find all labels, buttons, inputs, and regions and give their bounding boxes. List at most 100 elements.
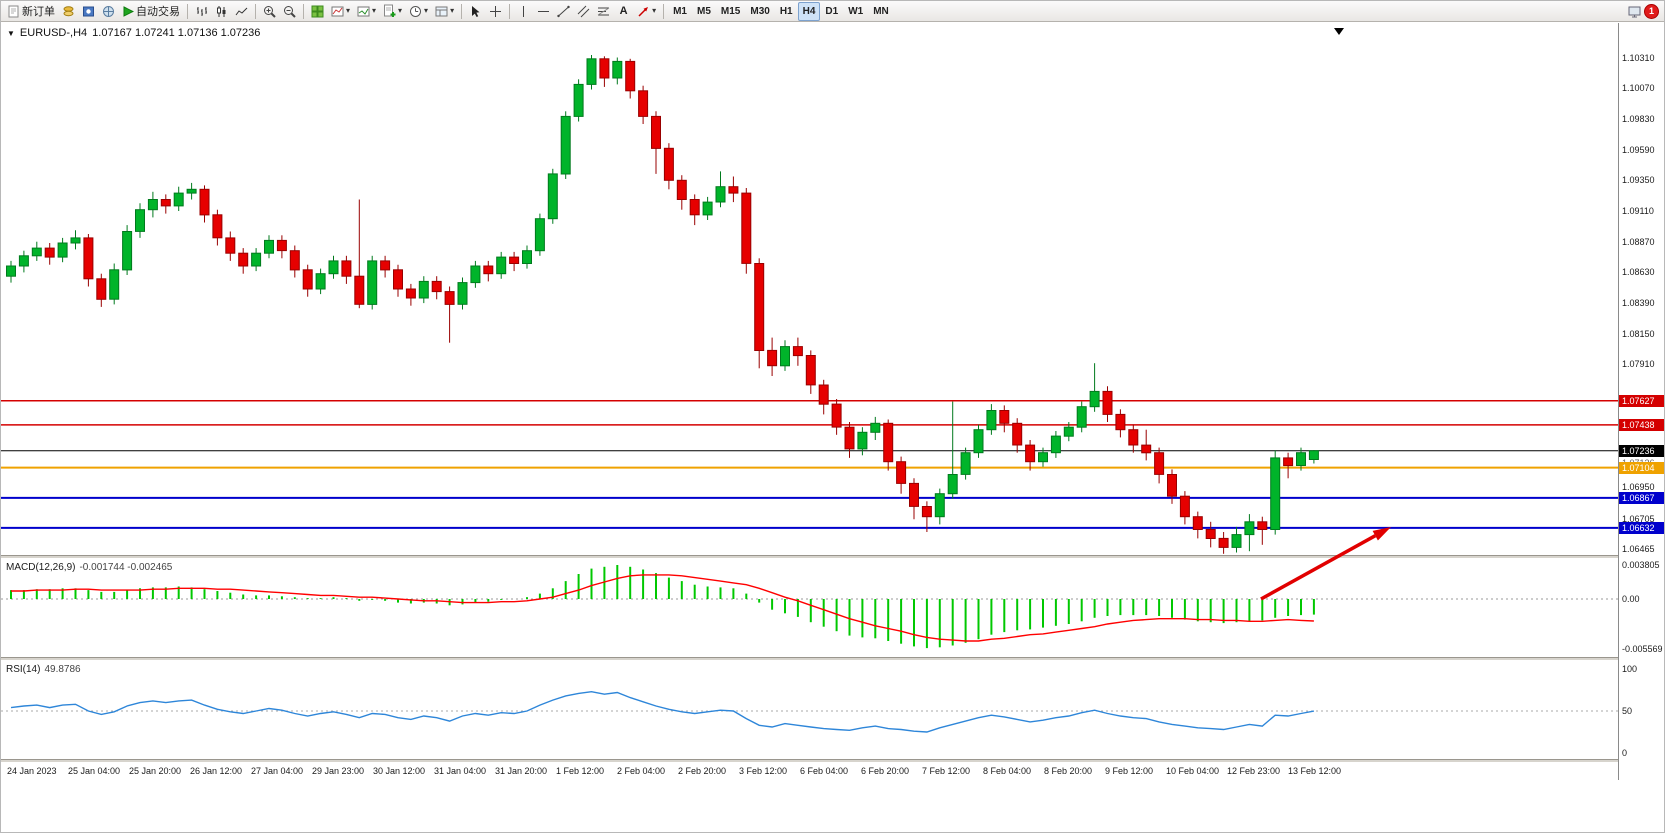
chart-area: ▼ EURUSD-,H4 1.07167 1.07241 1.07136 1.0… — [1, 23, 1664, 832]
toolbar-separator — [663, 3, 665, 19]
timeframe-button-m15[interactable]: M15 — [720, 5, 741, 17]
price-tick-label: 1.09350 — [1622, 175, 1655, 186]
panel-separator[interactable] — [1, 555, 1664, 559]
time-label: 26 Jan 12:00 — [190, 766, 243, 776]
channel-button[interactable] — [574, 2, 593, 21]
profiles-icon — [357, 6, 370, 16]
toolbar-right: 1 — [1628, 3, 1661, 19]
toolbar: 新订单 自动交易 — [1, 1, 1664, 22]
macd-axis-label: -0.005569 — [1622, 643, 1663, 654]
macd-axis-label: 0.00 — [1622, 594, 1640, 604]
terminal-button[interactable] — [99, 2, 118, 21]
chart-ohlc: 1.07167 1.07241 1.07136 1.07236 — [92, 27, 261, 39]
tile-windows-button[interactable] — [308, 2, 327, 21]
price-chart-canvas[interactable] — [1, 23, 1618, 555]
price-line-label: 1.07438 — [1619, 418, 1664, 431]
timeframe-button-h4[interactable]: H4 — [797, 1, 821, 21]
time-label: 3 Feb 12:00 — [739, 766, 788, 776]
autotrade-play-icon — [123, 5, 134, 17]
price-tick-label: 1.09110 — [1622, 206, 1654, 216]
price-tick-label: 1.08630 — [1622, 267, 1655, 278]
chart-header: ▼ EURUSD-,H4 1.07167 1.07241 1.07136 1.0… — [7, 27, 260, 39]
market-watch-button[interactable] — [59, 2, 78, 21]
price-line-label: 1.07104 — [1619, 461, 1664, 474]
zoom-in-button[interactable] — [260, 2, 279, 21]
time-label: 7 Feb 12:00 — [922, 766, 971, 776]
horizontal-line-icon — [538, 10, 550, 12]
time-label: 10 Feb 04:00 — [1166, 766, 1220, 776]
price-line-label: 1.06632 — [1619, 521, 1664, 534]
bar-chart-button[interactable] — [192, 2, 211, 21]
time-label: 31 Jan 20:00 — [495, 766, 548, 776]
time-label: 31 Jan 04:00 — [434, 766, 487, 776]
price-line-label: 1.07627 — [1619, 394, 1664, 407]
chevron-down-icon: ▾ — [346, 6, 351, 15]
autotrade-button[interactable]: 自动交易 — [119, 2, 183, 21]
time-label: 27 Jan 04:00 — [251, 766, 304, 776]
panel-separator[interactable] — [1, 657, 1664, 661]
rsi-label: RSI(14) 49.8786 — [6, 664, 81, 675]
arrows-button[interactable]: ▾ — [634, 2, 659, 21]
trendline-button[interactable] — [554, 2, 573, 21]
crosshair-button[interactable] — [486, 2, 505, 21]
zoom-out-button[interactable] — [280, 2, 299, 21]
time-label: 9 Feb 12:00 — [1105, 766, 1154, 776]
price-tick-label: 1.10310 — [1622, 52, 1655, 63]
macd-axis-label: 0.003805 — [1622, 559, 1660, 570]
timeframe-button-d1[interactable]: D1 — [825, 5, 839, 17]
templates-button[interactable]: ▾ — [432, 2, 457, 21]
chevron-down-icon: ▾ — [398, 6, 403, 15]
rsi-canvas[interactable] — [1, 661, 1618, 759]
cursor-button[interactable] — [466, 2, 485, 21]
price-tick-label: 1.08150 — [1622, 328, 1655, 339]
time-label: 25 Jan 04:00 — [68, 766, 121, 776]
indicators-button[interactable]: ▾ — [380, 2, 405, 21]
bar-chart-icon — [197, 6, 207, 16]
rsi-axis-label: 0 — [1622, 748, 1628, 758]
fibonacci-icon — [597, 7, 610, 15]
time-label: 25 Jan 20:00 — [129, 766, 182, 776]
fibonacci-button[interactable] — [594, 2, 613, 21]
time-label: 30 Jan 12:00 — [373, 766, 426, 776]
macd-canvas[interactable] — [1, 559, 1618, 657]
time-label: 6 Feb 20:00 — [861, 766, 910, 776]
templates-icon — [435, 6, 448, 16]
notification-badge[interactable]: 1 — [1644, 3, 1659, 19]
candlestick-icon — [217, 5, 226, 17]
price-tick-label: 1.07910 — [1622, 359, 1655, 370]
timeframe-button-mn[interactable]: MN — [873, 5, 889, 17]
chevron-down-icon: ▾ — [450, 6, 455, 15]
market-watch-icon — [63, 5, 74, 16]
time-axis[interactable]: 24 Jan 2023 25 Jan 04:00 25 Jan 20:00 26 Ja… — [1, 762, 1618, 782]
text-button[interactable]: A — [614, 2, 633, 21]
price-axis[interactable]: 1.10310 1.10070 1.09830 1.09590 1.09350 1.091… — [1618, 23, 1664, 780]
timeframe-button-w1[interactable]: W1 — [848, 5, 864, 17]
timeframe-button-m5[interactable]: M5 — [697, 5, 711, 17]
zoom-in-icon — [264, 5, 276, 18]
rsi-axis-label: 50 — [1622, 706, 1633, 716]
line-chart-button[interactable] — [232, 2, 251, 21]
new-order-label: 新订单 — [22, 6, 55, 18]
candlestick-button[interactable] — [212, 2, 231, 21]
timeframe-button-m30[interactable]: M30 — [750, 5, 770, 17]
toolbar-separator — [461, 3, 463, 19]
periods-button[interactable]: ▾ — [406, 2, 431, 21]
vertical-line-button[interactable] — [514, 2, 533, 21]
new-chart-button[interactable]: ▾ — [328, 2, 353, 21]
symbol-dropdown-icon[interactable]: ▼ — [7, 28, 15, 38]
timeframe-button-h1[interactable]: H1 — [779, 5, 793, 17]
timeframe-button-m1[interactable]: M1 — [673, 5, 687, 17]
toolbar-separator — [303, 3, 304, 19]
profiles-button[interactable]: ▾ — [354, 2, 379, 21]
zoom-out-icon — [284, 5, 296, 18]
new-chart-icon — [331, 6, 344, 16]
screens-icon[interactable] — [1628, 5, 1641, 18]
toolbar-separator — [255, 3, 256, 19]
new-order-icon — [8, 5, 19, 17]
navigator-button[interactable] — [79, 2, 98, 21]
horizontal-line-button[interactable] — [534, 2, 553, 21]
crosshair-icon — [490, 5, 502, 17]
new-order-button[interactable]: 新订单 — [4, 2, 58, 21]
chevron-down-icon: ▾ — [652, 6, 657, 15]
